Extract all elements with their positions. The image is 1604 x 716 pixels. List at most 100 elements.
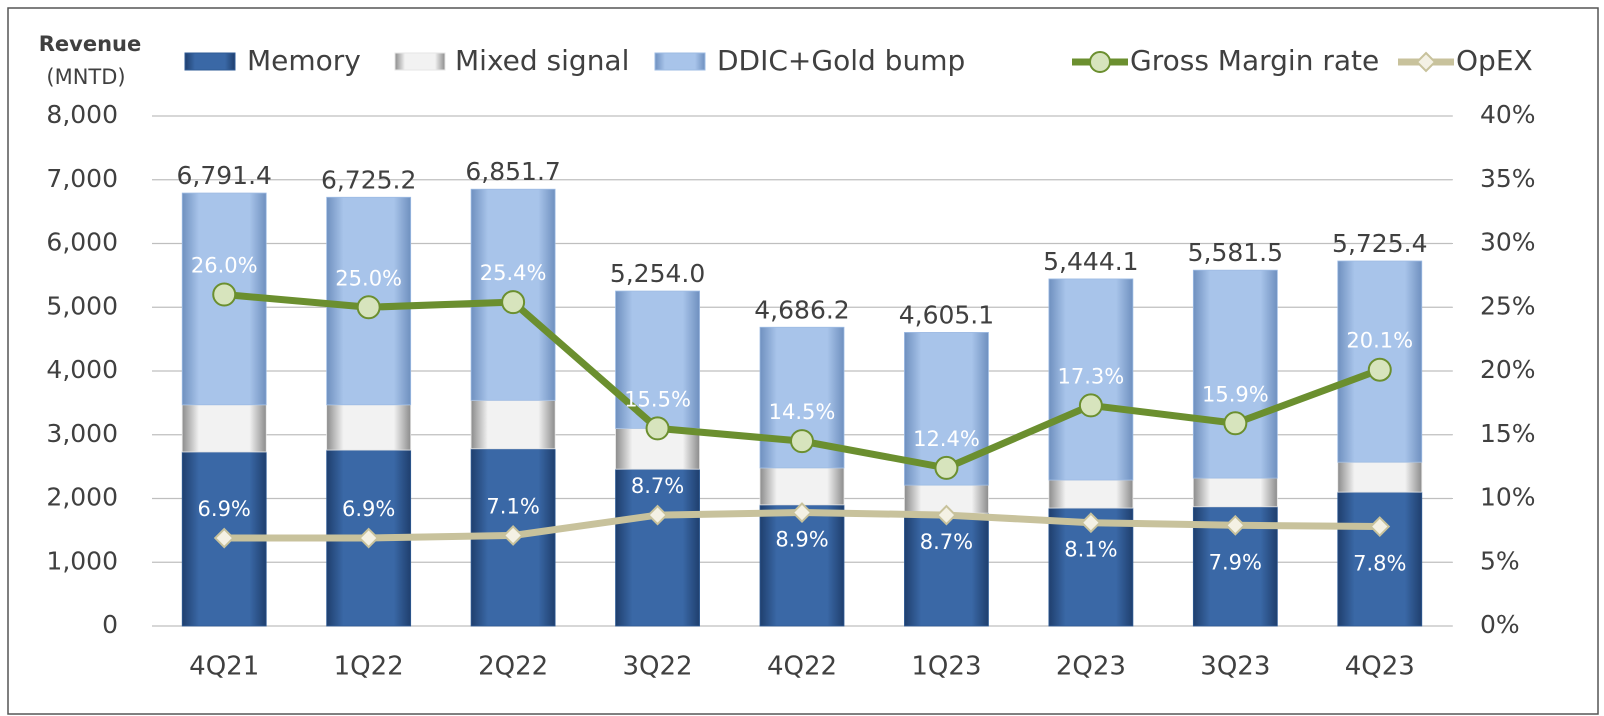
marker xyxy=(791,502,813,523)
y-tick-label: 0 xyxy=(102,610,118,639)
bar-segment xyxy=(470,399,556,450)
legend-label: Mixed signal xyxy=(455,44,629,77)
marker xyxy=(1223,411,1248,436)
data-label: 7.8% xyxy=(1353,552,1406,576)
marker xyxy=(1369,516,1391,537)
bar-segment xyxy=(1337,491,1423,627)
marker xyxy=(1080,512,1102,534)
total-label: 5,444.1 xyxy=(1043,247,1138,276)
y-tick-label: 3,000 xyxy=(46,419,118,448)
x-tick-label: 4Q21 xyxy=(189,652,259,682)
data-label: 15.5% xyxy=(624,387,691,411)
data-label: 20.1% xyxy=(1346,329,1413,353)
y-axis-title: (MNTD) xyxy=(46,65,125,89)
x-tick-label: 1Q23 xyxy=(911,652,981,682)
frame xyxy=(7,7,1599,715)
data-label: 14.5% xyxy=(769,400,836,424)
bar-segment xyxy=(904,512,989,627)
y2-tick-label: 0% xyxy=(1480,610,1520,639)
data-label: 8.9% xyxy=(775,528,828,552)
total-label: 4,605.1 xyxy=(899,300,994,329)
data-label: 6.9% xyxy=(342,497,395,521)
marker xyxy=(936,504,957,526)
data-label: 8.7% xyxy=(920,530,973,554)
data-label: 15.9% xyxy=(1202,382,1269,406)
x-tick-label: 1Q22 xyxy=(334,652,404,682)
data-label: 7.9% xyxy=(1209,550,1262,574)
legend-swatch xyxy=(184,52,236,71)
data-label: 25.0% xyxy=(335,266,402,290)
y2-tick-label: 40% xyxy=(1480,100,1536,129)
x-tick-label: 4Q22 xyxy=(767,652,837,682)
y-tick-label: 2,000 xyxy=(46,483,118,512)
y-tick-label: 1,000 xyxy=(46,546,118,575)
data-label: 17.3% xyxy=(1058,364,1125,388)
y-tick-label: 8,000 xyxy=(46,100,118,129)
total-label: 5,725.4 xyxy=(1332,229,1427,258)
marker xyxy=(790,429,814,454)
bar-segment xyxy=(181,404,267,453)
bar-segment xyxy=(326,404,412,451)
bar-segment xyxy=(759,504,845,627)
x-tick-label: 2Q23 xyxy=(1056,652,1126,682)
bar-segment xyxy=(1192,477,1278,508)
legend-marker xyxy=(1415,51,1437,73)
data-label: 8.7% xyxy=(631,474,684,498)
data-label: 26.0% xyxy=(191,254,258,278)
bar-segment xyxy=(1048,479,1134,509)
y-axis-title: Revenue xyxy=(39,32,142,56)
total-label: 6,791.4 xyxy=(177,161,272,190)
data-label: 8.1% xyxy=(1064,538,1117,562)
x-tick-label: 4Q23 xyxy=(1345,652,1415,682)
total-label: 5,581.5 xyxy=(1188,238,1283,267)
y2-tick-label: 15% xyxy=(1480,419,1536,448)
marker xyxy=(502,525,524,546)
total-label: 5,254.0 xyxy=(610,259,705,288)
y2-tick-label: 5% xyxy=(1480,546,1520,575)
x-tick-label: 3Q23 xyxy=(1200,652,1270,682)
data-label: 6.9% xyxy=(198,497,251,521)
y2-tick-label: 10% xyxy=(1480,483,1536,512)
x-tick-label: 2Q22 xyxy=(478,652,548,682)
marker xyxy=(356,295,381,320)
y2-tick-label: 35% xyxy=(1480,164,1536,193)
total-label: 6,851.7 xyxy=(465,157,560,186)
y2-tick-label: 20% xyxy=(1480,355,1536,384)
marker xyxy=(213,527,235,549)
bar-segment xyxy=(1048,278,1134,481)
y-tick-label: 4,000 xyxy=(46,355,118,384)
total-label: 6,725.2 xyxy=(321,165,416,194)
bar-segment xyxy=(1337,461,1423,493)
legend-label: Gross Margin rate xyxy=(1130,44,1379,77)
marker xyxy=(1078,393,1103,418)
legend-label: DDIC+Gold bump xyxy=(717,44,965,77)
marker xyxy=(647,504,668,526)
marker xyxy=(645,416,670,441)
marker xyxy=(358,527,380,549)
y2-tick-label: 30% xyxy=(1480,228,1536,257)
marker xyxy=(934,455,959,480)
marker xyxy=(501,290,526,315)
marker xyxy=(212,282,237,307)
x-tick-label: 3Q22 xyxy=(623,652,693,682)
legend-marker xyxy=(1089,51,1111,73)
bar-segment xyxy=(1192,269,1278,479)
legend-swatch xyxy=(654,52,706,71)
bar-segment xyxy=(615,468,700,627)
y-tick-label: 7,000 xyxy=(46,164,118,193)
marker xyxy=(1367,357,1392,382)
legend-label: OpEX xyxy=(1456,44,1533,77)
y-tick-label: 6,000 xyxy=(46,228,118,257)
y-tick-label: 5,000 xyxy=(46,291,118,320)
legend-label: Memory xyxy=(247,44,361,77)
marker xyxy=(1224,514,1246,536)
data-label: 12.4% xyxy=(913,427,980,451)
data-label: 25.4% xyxy=(480,261,547,285)
y2-tick-label: 25% xyxy=(1480,291,1536,320)
data-label: 7.1% xyxy=(486,494,539,518)
total-label: 4,686.2 xyxy=(754,295,849,324)
bar-segment xyxy=(759,467,845,506)
legend-swatch xyxy=(394,52,446,71)
